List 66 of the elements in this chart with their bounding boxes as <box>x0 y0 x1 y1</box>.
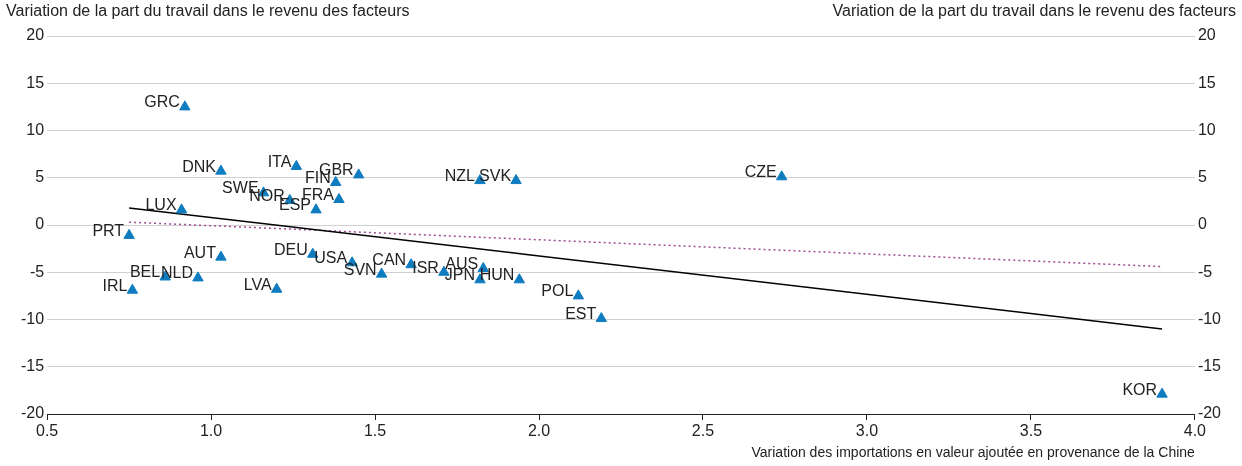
annotation: POL <box>541 282 574 300</box>
x-tick-label: 3.5 <box>1019 422 1043 440</box>
point <box>215 164 227 175</box>
point <box>192 271 204 282</box>
annotation: HUN <box>479 266 515 284</box>
annotation: AUT <box>183 243 217 261</box>
y-tick-label: 5 <box>35 168 45 186</box>
point <box>179 100 191 111</box>
point <box>175 203 188 214</box>
point <box>310 203 322 214</box>
point <box>330 175 342 186</box>
annotation: KOR <box>1122 380 1158 398</box>
y-tick-label: -10 <box>21 309 45 327</box>
annotation: IRL <box>102 276 128 294</box>
point <box>595 312 608 323</box>
y-axis-title: Variation de la part du travail dans le revenu des facteurs <box>6 2 410 20</box>
y-tick-label: 0 <box>35 215 45 233</box>
annotation: ITA <box>267 152 292 170</box>
point <box>352 168 365 179</box>
point <box>375 267 388 278</box>
point <box>333 192 345 203</box>
y-tick-label: 20 <box>26 26 45 44</box>
point <box>513 273 526 284</box>
x-tick-label: 0.5 <box>36 422 59 440</box>
y2-tick-label: 5 <box>1197 168 1207 186</box>
annotation: GRC <box>144 93 180 111</box>
y-tick-label: 10 <box>26 120 45 138</box>
annotation: LUX <box>145 196 177 214</box>
x-tick-label: 3.0 <box>855 422 879 440</box>
y-tick-label: -5 <box>29 262 45 280</box>
y2-tick-label: 10 <box>1197 120 1216 138</box>
y2-tick-label: -20 <box>1197 404 1222 422</box>
x-tick-label: 1.5 <box>363 422 387 440</box>
y2-tick-label: -15 <box>1197 357 1222 375</box>
y2-axis-title: Variation de la part du travail dans le revenu des facteurs <box>832 2 1236 20</box>
annotation: SVK <box>479 166 512 184</box>
point <box>775 170 788 181</box>
y2-tick-label: 20 <box>1197 26 1216 44</box>
y2-tick-label: 15 <box>1197 73 1216 91</box>
y2-tick-label: -10 <box>1197 309 1222 327</box>
annotation: BEL <box>129 263 161 281</box>
annotation: PRT <box>92 221 125 239</box>
point <box>215 250 227 261</box>
x-tick-label: 4.0 <box>1183 422 1207 440</box>
point <box>572 289 585 300</box>
annotation: NZL <box>444 166 476 184</box>
y-tick-label: 15 <box>26 73 45 91</box>
x-tick-label: 2.0 <box>527 422 551 440</box>
point <box>123 228 135 239</box>
annotation: NLD <box>160 264 193 282</box>
point <box>510 174 522 185</box>
annotation: LVA <box>243 275 272 293</box>
x-tick-label: 2.5 <box>691 422 715 440</box>
point <box>1156 387 1168 398</box>
annotation: ISR <box>412 258 439 276</box>
annotation: EST <box>565 304 597 322</box>
annotation: DNK <box>182 157 217 175</box>
point <box>126 283 139 294</box>
y-tick-label: -15 <box>21 357 45 375</box>
x-tick-label: 1.0 <box>199 422 223 440</box>
y2-tick-label: 0 <box>1197 215 1207 233</box>
annotation: CZE <box>744 163 777 181</box>
annotation: DEU <box>273 240 308 258</box>
y-tick-label: -20 <box>21 404 45 422</box>
y2-tick-label: -5 <box>1197 262 1213 280</box>
x-axis-title: Variation des importations en valeur ajoutée en provenance de la Chine <box>751 444 1196 461</box>
